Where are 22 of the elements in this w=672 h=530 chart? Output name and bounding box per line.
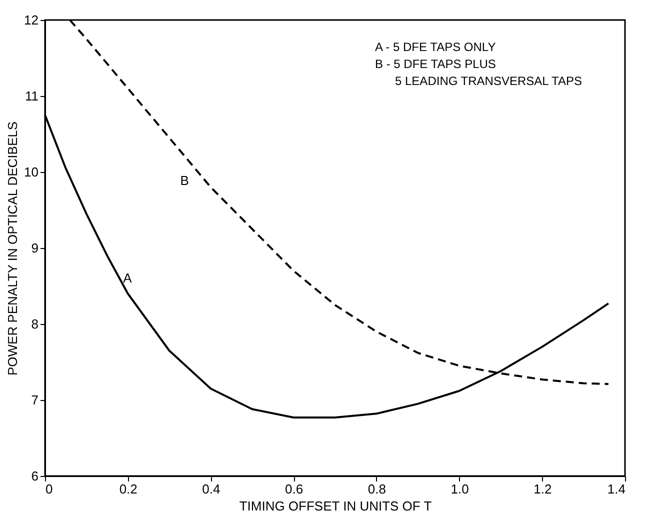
y-tick-label: 11 <box>25 88 38 104</box>
x-axis-title: TIMING OFFSET IN UNITS OF T <box>239 498 432 514</box>
x-tick-label: 0 <box>46 482 53 496</box>
annotation: B <box>180 173 189 188</box>
x-tick-label: 1.4 <box>607 482 626 496</box>
y-tick-label: 10 <box>24 164 38 180</box>
y-tick-label: 7 <box>31 392 38 408</box>
annotation: 5 LEADING TRANSVERSAL TAPS <box>395 74 582 88</box>
y-tick-label: 9 <box>31 240 38 256</box>
x-tick-label: 1.0 <box>450 482 469 496</box>
x-tick-label: 0.2 <box>119 482 138 496</box>
annotation: A <box>123 270 132 286</box>
x-tick-label: 0.4 <box>202 482 220 496</box>
annotation: A - 5 DFE TAPS ONLY <box>375 40 496 54</box>
x-tick-label: 0.6 <box>285 482 304 496</box>
y-axis-title: POWER PENALTY IN OPTICAL DECIBELS <box>5 121 20 376</box>
y-tick-label: 6 <box>31 468 38 484</box>
x-tick-label: 1.2 <box>534 482 552 496</box>
annotation: B - 5 DFE TAPS PLUS <box>375 57 496 71</box>
y-tick-label: 8 <box>31 316 38 332</box>
y-tick-label: 12 <box>24 12 38 28</box>
x-tick-label: 0.8 <box>368 482 386 496</box>
